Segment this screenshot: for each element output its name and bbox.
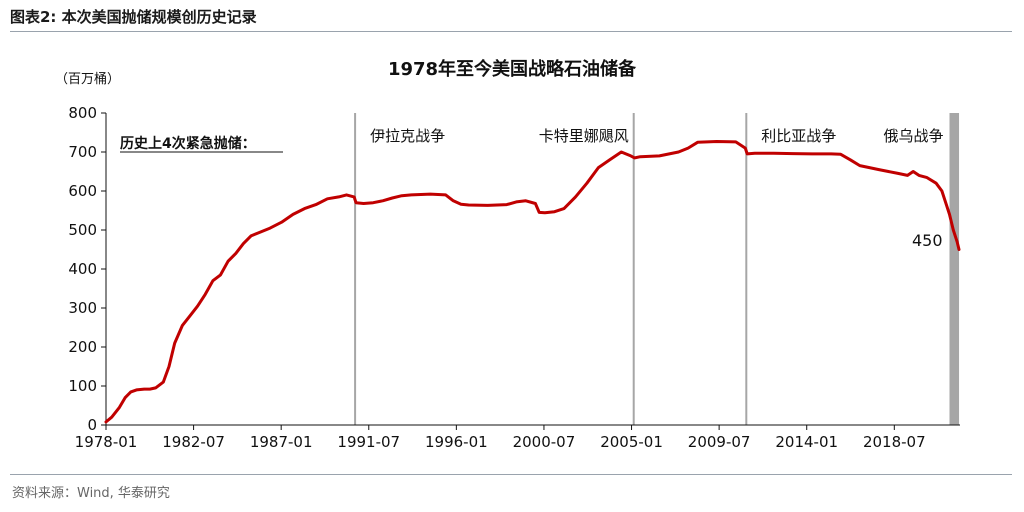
x-tick-label: 2018-07 — [863, 433, 926, 451]
x-tick-label: 2009-07 — [688, 433, 751, 451]
event-label-3: 利比亚战争 — [761, 127, 836, 145]
y-unit-label: （百万桶） — [55, 72, 120, 87]
event-band-2 — [632, 113, 635, 425]
event-label-2: 卡特里娜飓风 — [539, 127, 629, 145]
event-band-1 — [354, 113, 357, 425]
x-tick-label: 1987-01 — [250, 433, 313, 451]
x-tick-label: 2000-07 — [513, 433, 576, 451]
y-tick-label: 100 — [68, 377, 97, 395]
x-tick-label: 1978-01 — [75, 433, 138, 451]
event-band-3 — [745, 113, 748, 425]
end-value-label: 450 — [912, 231, 943, 250]
event-label-1: 伊拉克战争 — [370, 127, 445, 145]
figure-label: 图表2: 本次美国抛储规模创历史记录 — [10, 8, 257, 26]
x-tick-label: 2005-01 — [600, 433, 663, 451]
y-tick-label: 700 — [68, 143, 97, 161]
y-tick-label: 300 — [68, 299, 97, 317]
series-line — [104, 140, 961, 424]
chart-title: 1978年至今美国战略石油储备 — [388, 58, 637, 80]
y-tick-label: 800 — [68, 104, 97, 122]
y-tick-label: 200 — [68, 338, 97, 356]
bottom-rule — [10, 474, 1012, 475]
x-tick-label: 1996-01 — [425, 433, 488, 451]
y-tick-label: 500 — [68, 221, 97, 239]
y-tick-label: 400 — [68, 260, 97, 278]
x-tick-label: 1991-07 — [337, 433, 400, 451]
event-label-4: 俄乌战争 — [883, 127, 943, 145]
top-rule — [10, 31, 1012, 32]
y-tick-label: 0 — [87, 416, 97, 434]
y-tick-label: 600 — [68, 182, 97, 200]
source-note: 资料来源：Wind, 华泰研究 — [12, 486, 170, 501]
x-tick-label: 1982-07 — [162, 433, 225, 451]
x-tick-label: 2014-01 — [775, 433, 838, 451]
emergency-release-note: 历史上4次紧急抛储： — [120, 135, 256, 152]
event-band-4 — [949, 113, 960, 425]
